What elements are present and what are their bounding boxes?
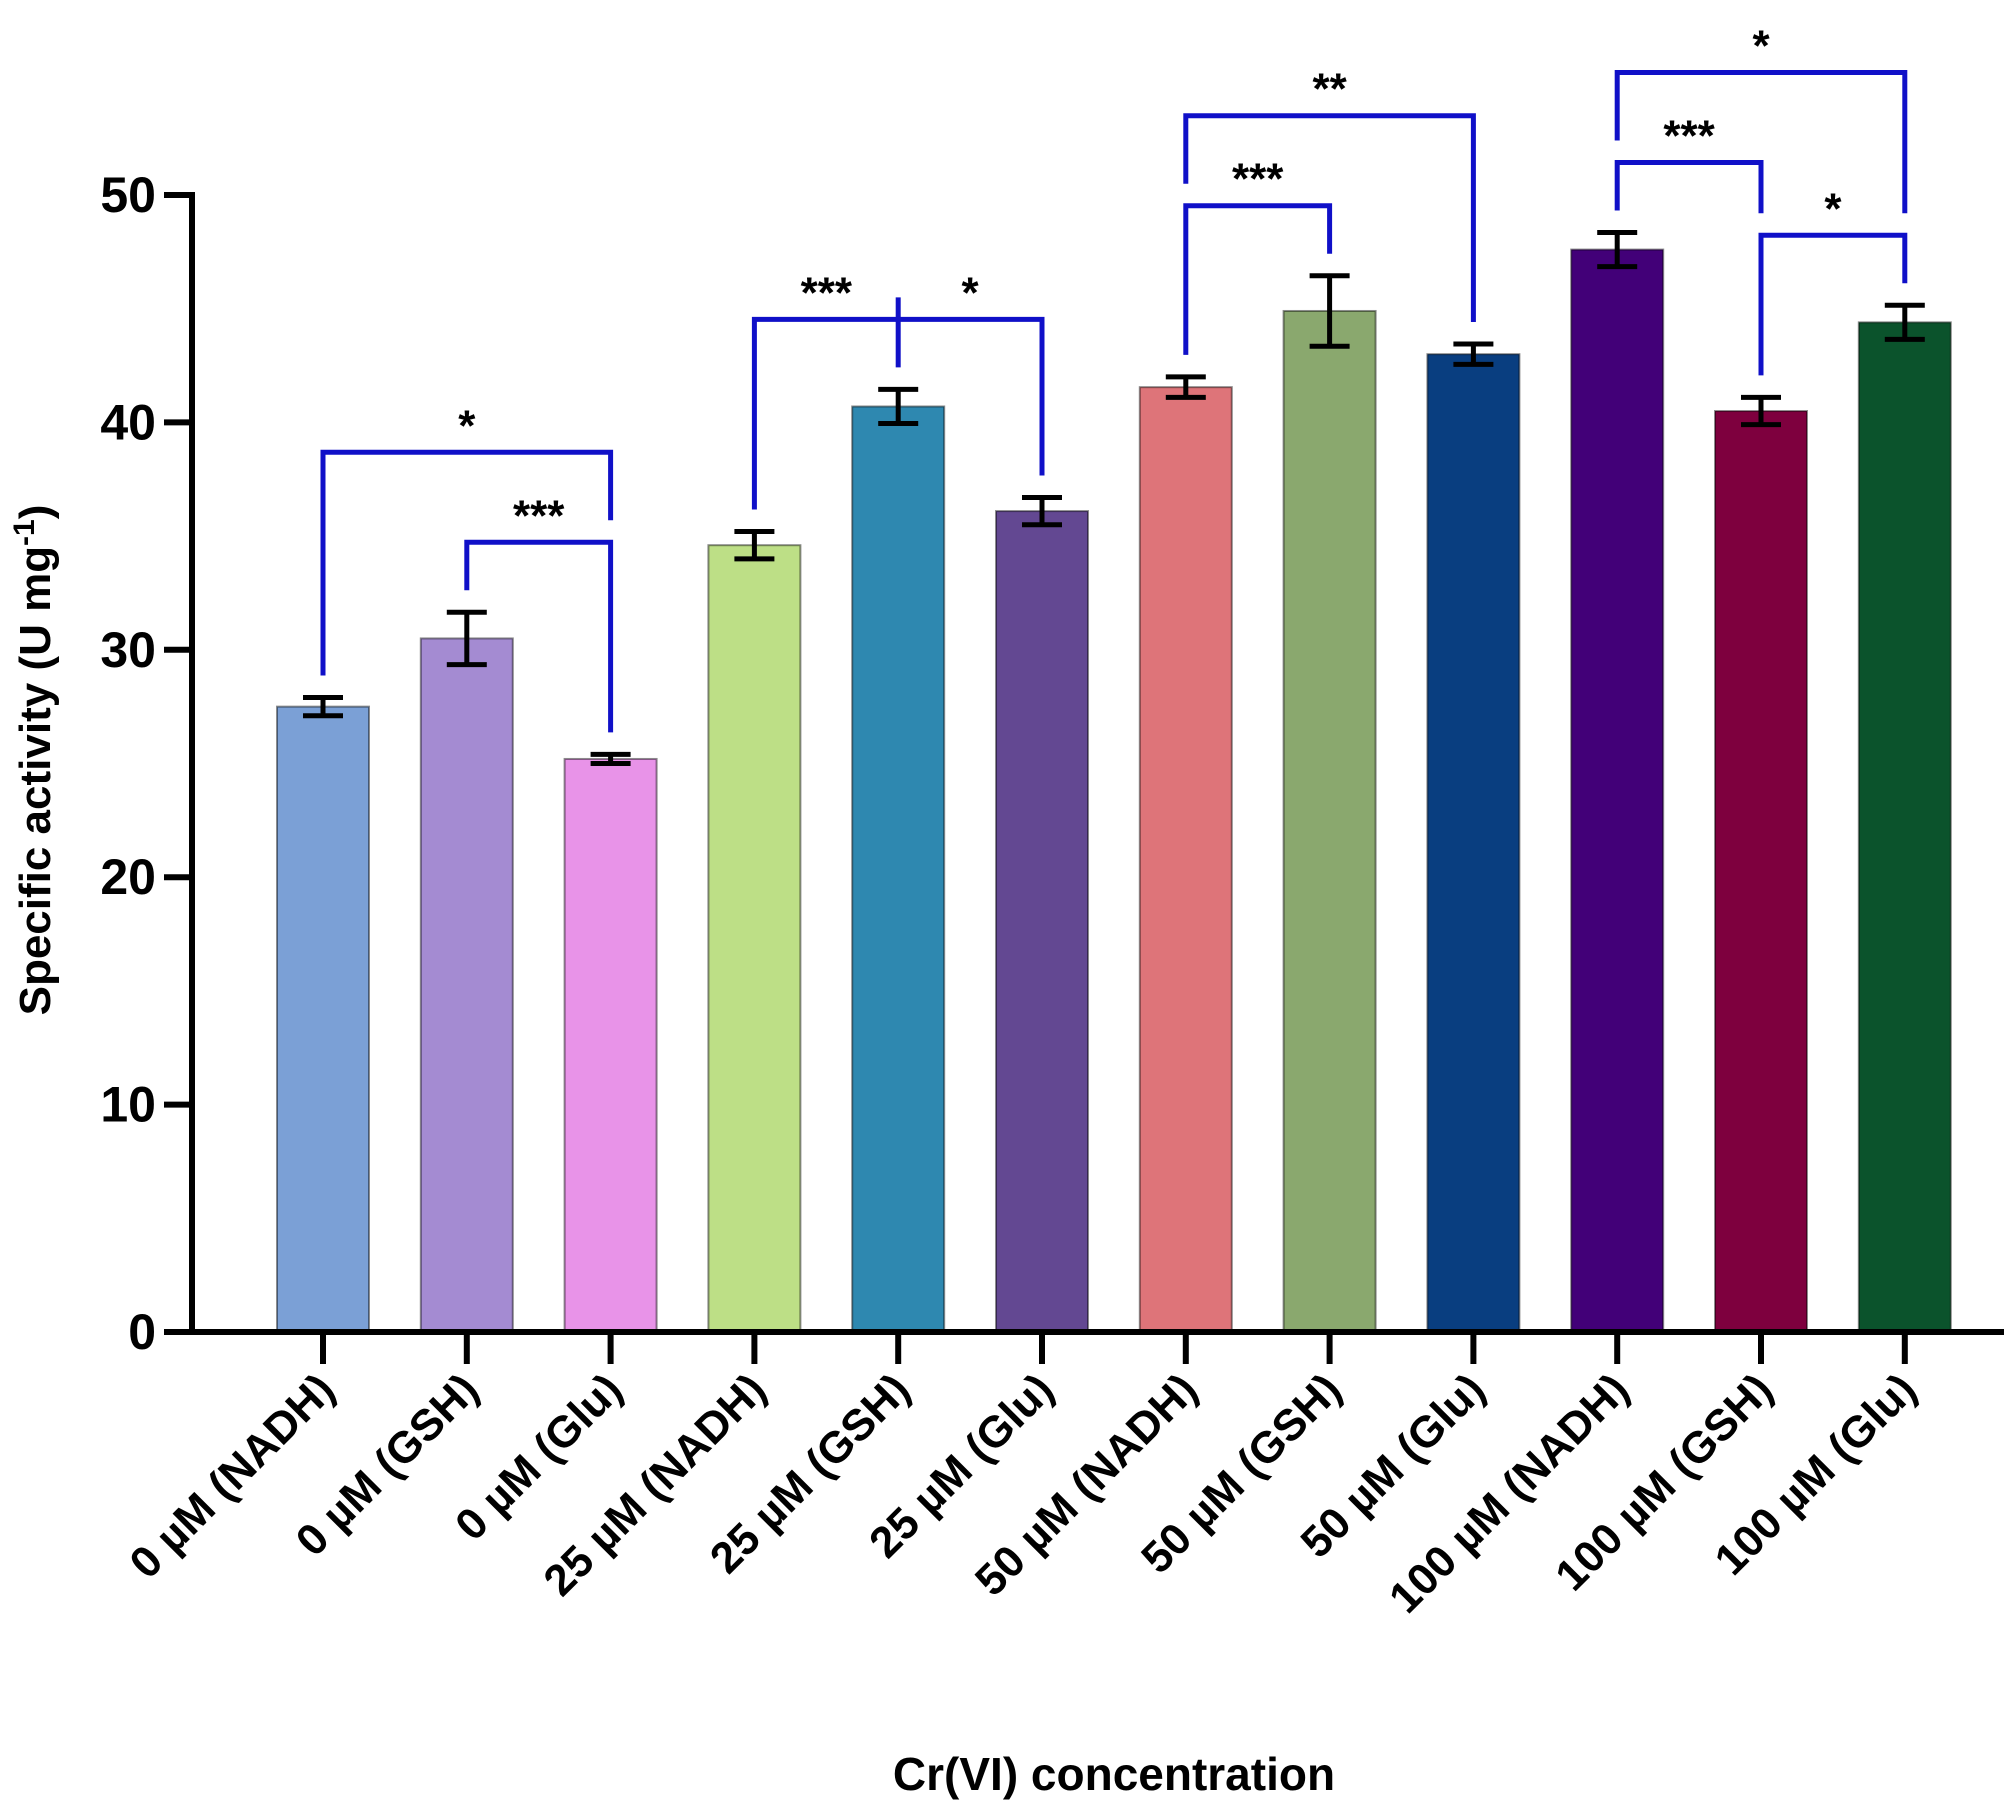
y-axis-title-end: ) (11, 505, 60, 520)
significance-label: *** (1663, 112, 1715, 161)
significance-bracket (1614, 160, 1764, 214)
significance-label: ** (1312, 65, 1347, 114)
y-tick-label: 20 (100, 849, 156, 905)
significance-bracket (1758, 232, 1908, 376)
y-axis-title: Specific activity (U mg-1) (8, 505, 60, 1016)
bar (563, 757, 658, 1333)
significance-label: *** (513, 491, 565, 540)
significance-bracket (1614, 70, 1908, 214)
bar (419, 637, 514, 1333)
bar (1857, 321, 1952, 1333)
significance-bracket (320, 449, 614, 676)
y-axis-title-sup: -1 (8, 519, 41, 546)
bar (995, 510, 1089, 1333)
significance-label: * (458, 401, 476, 450)
significance-bracket (751, 316, 901, 510)
y-tick-label: 50 (100, 167, 156, 223)
bar (851, 405, 946, 1333)
significance-bracket (895, 297, 1045, 476)
bar (1282, 309, 1377, 1333)
bar (1570, 248, 1665, 1333)
y-tick-label: 30 (100, 622, 156, 678)
y-tick-label: 10 (100, 1077, 156, 1133)
x-axis-title: Cr(VI) concentration (893, 1748, 1335, 1800)
significance-bracket (464, 539, 614, 733)
bar (276, 705, 370, 1333)
y-tick-label: 0 (128, 1304, 156, 1360)
significance-label: *** (1232, 155, 1284, 204)
x-tick-label: 100 µM (NADH) (1380, 1364, 1638, 1622)
significance-label: * (1824, 184, 1842, 233)
y-tick-label: 40 (100, 394, 156, 450)
significance-bracket (1183, 203, 1333, 355)
bar (1426, 353, 1521, 1333)
bar (707, 544, 802, 1333)
bar (1138, 386, 1233, 1333)
significance-bracket (1183, 113, 1476, 322)
y-axis-title-text: Specific activity (U mg (11, 546, 60, 1015)
significance-label: * (1752, 22, 1770, 71)
significance-label: * (962, 268, 980, 317)
significance-label: *** (801, 268, 853, 317)
bar (1714, 410, 1808, 1333)
